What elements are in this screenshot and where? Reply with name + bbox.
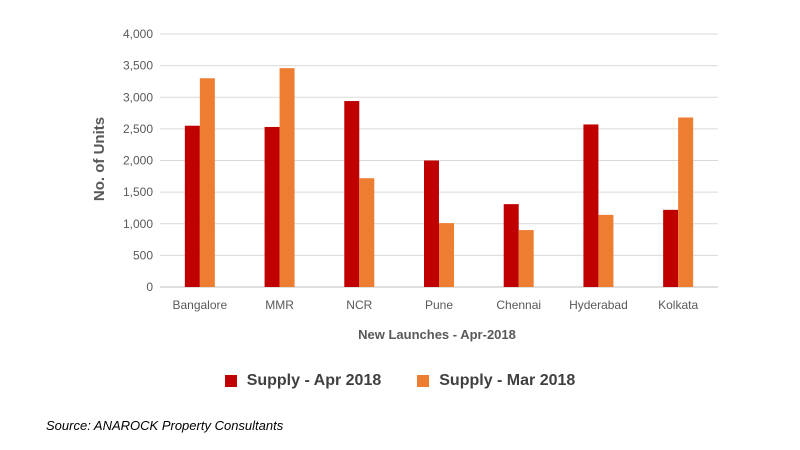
y-tick-label: 3,000 xyxy=(123,90,153,104)
legend-item-apr: Supply - Apr 2018 xyxy=(224,372,382,390)
bar-mar-chennai xyxy=(518,230,534,287)
bar-mar-mmr xyxy=(279,68,295,287)
bar-mar-bangalore xyxy=(199,78,215,288)
y-tick-label: 500 xyxy=(133,248,153,262)
x-tick-label: NCR xyxy=(346,298,372,312)
bar-chart: 05001,0001,5002,0002,5003,0003,5004,000 … xyxy=(91,27,718,342)
y-tick-label: 2,500 xyxy=(123,122,153,136)
bar-apr-mmr xyxy=(264,126,280,287)
y-tick-label: 4,000 xyxy=(123,27,153,41)
bar-apr-bangalore xyxy=(184,125,200,288)
x-tick-label: Pune xyxy=(425,298,453,312)
legend-swatch-apr xyxy=(224,375,237,387)
legend-item-mar: Supply - Mar 2018 xyxy=(417,372,575,390)
bar-apr-chennai xyxy=(503,204,519,287)
y-tick-label: 1,000 xyxy=(123,217,153,231)
y-tick-label: 2,000 xyxy=(123,154,153,168)
y-tick-label: 3,500 xyxy=(123,59,153,73)
legend-label-apr: Supply - Apr 2018 xyxy=(246,372,382,389)
bar-mar-pune xyxy=(439,223,454,287)
legend-label-mar: Supply - Mar 2018 xyxy=(439,372,576,389)
legend-swatch-mar xyxy=(417,375,430,387)
bar-apr-kolkata xyxy=(663,209,679,287)
x-tick-label: Chennai xyxy=(496,298,541,312)
x-axis-label: New Launches - Apr-2018 xyxy=(358,327,516,342)
bar-mar-kolkata xyxy=(678,117,694,288)
bar-apr-pune xyxy=(424,160,439,287)
bar-apr-hyderabad xyxy=(583,124,599,287)
bar-mar-ncr xyxy=(359,178,375,287)
x-tick-label: Kolkata xyxy=(658,298,698,312)
y-tick-label: 1,500 xyxy=(123,185,153,199)
x-axis-ticks: Bangalore MMR NCR Pune Chennai Hyderabad Kolka… xyxy=(172,298,698,312)
y-axis-label: No. of Units xyxy=(91,117,108,201)
x-tick-label: Bangalore xyxy=(172,298,227,312)
y-axis-ticks: 0 500 1,000 1,500 2,000 2,500 3,000 3,500 4,000 xyxy=(123,27,153,294)
y-tick-label: 0 xyxy=(146,280,153,294)
bar-mar-hyderabad xyxy=(598,214,614,287)
bar-apr-ncr xyxy=(344,101,360,287)
source-note: Source: ANAROCK Property Consultants xyxy=(46,418,284,433)
x-tick-label: Hyderabad xyxy=(569,298,628,312)
x-tick-label: MMR xyxy=(265,298,294,312)
legend: Supply - Apr 2018 Supply - Mar 2018 xyxy=(0,372,800,390)
bars xyxy=(184,68,694,288)
